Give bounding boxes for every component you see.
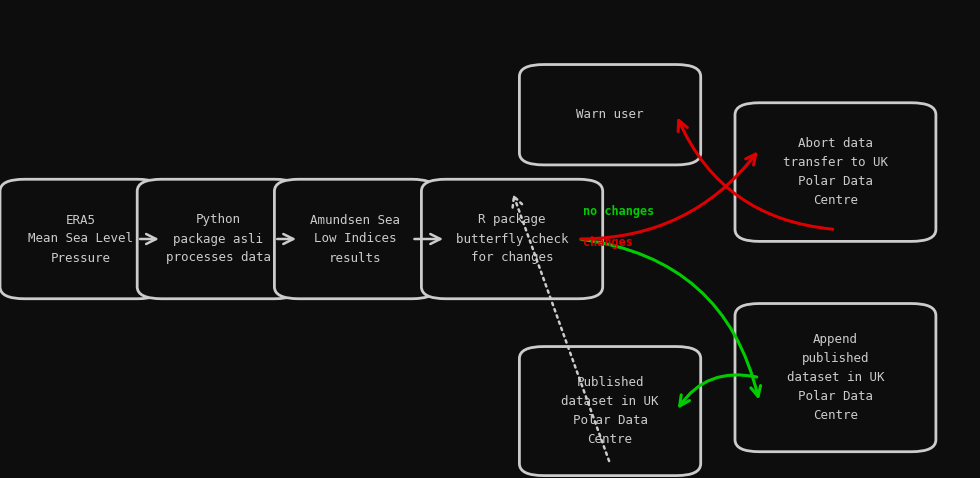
Text: Amundsen Sea
Low Indices
results: Amundsen Sea Low Indices results — [311, 214, 400, 264]
Text: ERA5
Mean Sea Level
Pressure: ERA5 Mean Sea Level Pressure — [28, 214, 133, 264]
Text: no changes: no changes — [583, 205, 655, 218]
Text: Python
package asli
processes data: Python package asli processes data — [166, 214, 270, 264]
Text: Published
dataset in UK
Polar Data
Centre: Published dataset in UK Polar Data Centr… — [562, 376, 659, 446]
FancyBboxPatch shape — [519, 65, 701, 165]
Text: changes: changes — [583, 236, 633, 249]
FancyBboxPatch shape — [0, 179, 162, 299]
Text: Append
published
dataset in UK
Polar Data
Centre: Append published dataset in UK Polar Dat… — [787, 333, 884, 422]
Text: R package
butterfly check
for changes: R package butterfly check for changes — [456, 214, 568, 264]
FancyBboxPatch shape — [735, 304, 936, 452]
FancyBboxPatch shape — [274, 179, 436, 299]
FancyBboxPatch shape — [519, 347, 701, 476]
Text: Warn user: Warn user — [576, 108, 644, 121]
FancyBboxPatch shape — [421, 179, 603, 299]
Text: Abort data
transfer to UK
Polar Data
Centre: Abort data transfer to UK Polar Data Cen… — [783, 137, 888, 207]
FancyBboxPatch shape — [137, 179, 299, 299]
FancyBboxPatch shape — [735, 103, 936, 241]
